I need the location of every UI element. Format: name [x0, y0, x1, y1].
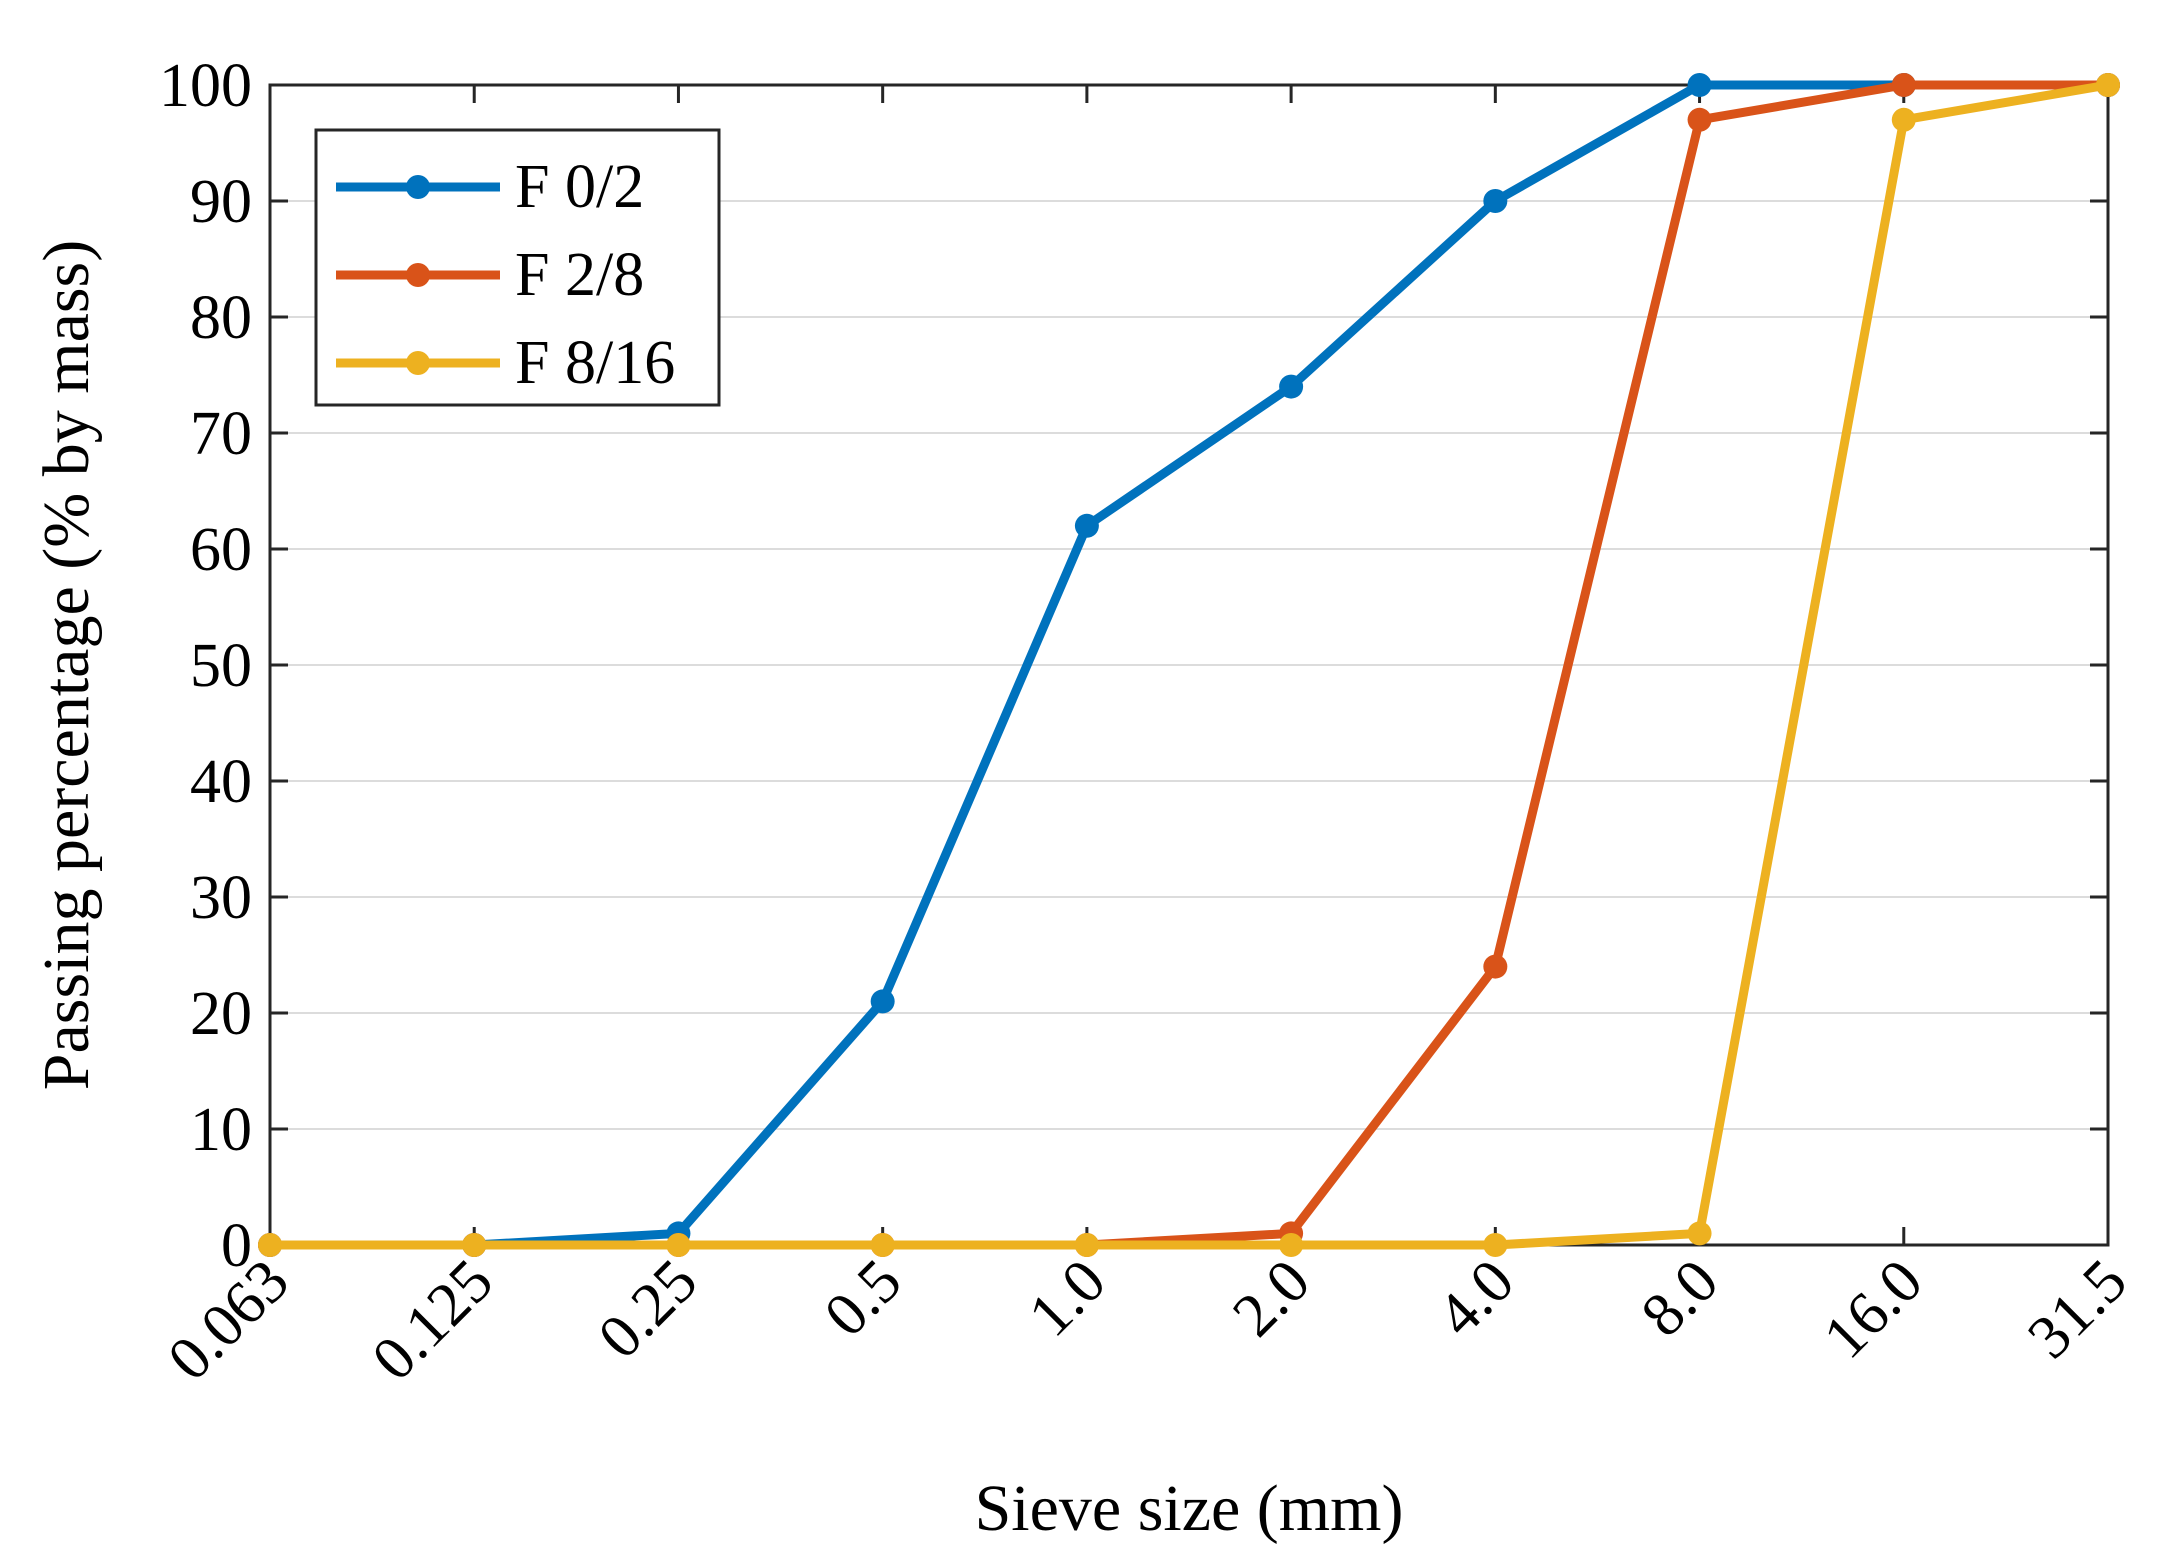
series-line	[265, 80, 2113, 1250]
data-point	[1687, 107, 1712, 132]
data-point	[1483, 189, 1508, 213]
y-axis-tick-labels: 0 10 20 30 40 50 60 70 80 90 100	[159, 52, 252, 1280]
series-line	[265, 80, 2113, 1250]
legend-entry-f-2-8: F 2/8	[336, 241, 644, 309]
data-point	[2096, 73, 2120, 97]
legend-label: F 8/16	[515, 329, 675, 397]
data-point	[870, 989, 895, 1014]
y-axis-label: Passing percentage (% by mass)	[30, 240, 103, 1090]
data-point	[462, 1233, 487, 1257]
y-tick-label: 80	[190, 284, 252, 352]
y-tick-label: 100	[159, 52, 252, 120]
data-point	[258, 1233, 282, 1257]
legend: F 0/2 F 2/8 F 8/16	[314, 128, 721, 407]
legend-label: F 2/8	[515, 241, 644, 309]
data-series	[258, 73, 2120, 1257]
data-point	[1074, 513, 1099, 538]
y-tick-label: 60	[190, 516, 252, 584]
y-tick-label: 0	[221, 1212, 252, 1280]
data-point	[1891, 107, 1916, 132]
data-point	[1074, 1233, 1099, 1257]
y-tick-label: 10	[190, 1096, 252, 1164]
series-f-8-16	[258, 73, 2120, 1257]
x-axis-label: Sieve size (mm)	[975, 1472, 1404, 1545]
data-point	[1891, 73, 1916, 97]
legend-label: F 0/2	[515, 153, 644, 221]
data-point	[1279, 374, 1304, 399]
y-tick-label: 30	[190, 864, 252, 932]
data-point	[1483, 1233, 1508, 1257]
y-tick-label: 90	[190, 168, 252, 236]
data-point	[1687, 73, 1712, 97]
y-tick-label: 70	[190, 400, 252, 468]
data-point	[1687, 1221, 1712, 1246]
legend-swatch-marker	[406, 263, 430, 287]
legend-swatch-marker	[406, 175, 430, 199]
legend-swatch-marker	[406, 351, 430, 375]
y-tick-label: 50	[190, 632, 252, 700]
legend-entry-f-8-16: F 8/16	[336, 329, 675, 397]
y-tick-label: 20	[190, 980, 252, 1048]
data-point	[870, 1233, 895, 1257]
data-point	[1483, 954, 1508, 979]
data-point	[1279, 1233, 1304, 1257]
data-point	[666, 1233, 691, 1257]
y-tick-label: 40	[190, 748, 252, 816]
legend-entry-f-0-2: F 0/2	[336, 153, 644, 221]
